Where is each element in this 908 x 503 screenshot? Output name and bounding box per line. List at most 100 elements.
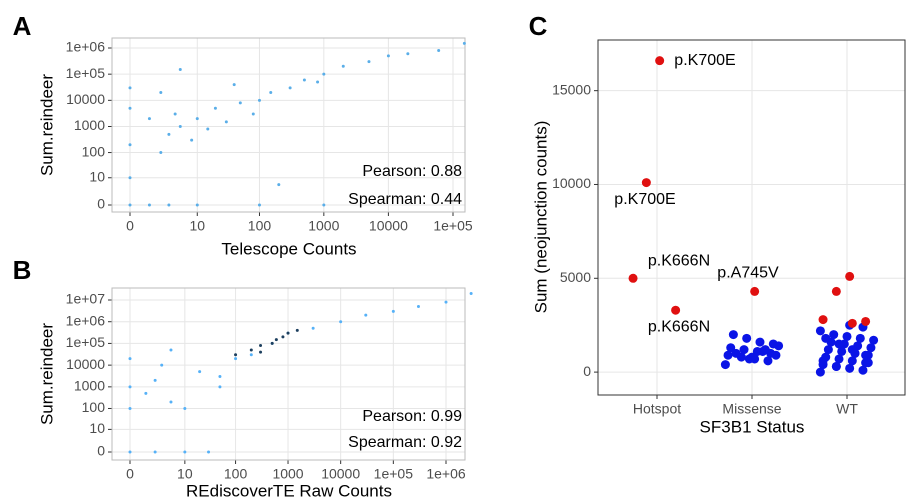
point [169,400,173,404]
point-label: p.K666N [648,318,710,335]
x-tick-label: 0 [126,466,134,482]
point [257,203,261,207]
panel: C 0 5000 10000 15000 Hotspot Missense WT p.K700E… [529,11,906,436]
point [760,345,770,355]
point [731,348,741,358]
point [655,56,665,66]
annotation: Spearman: 0.92 [348,434,462,451]
panel-label: B [13,255,32,285]
point [218,385,222,389]
point [842,331,852,341]
point [364,313,368,317]
x-tick-label: 1e+05 [374,466,414,482]
point [341,64,345,68]
point [818,356,828,366]
point [251,112,255,116]
point [858,365,868,375]
x-tick-label: Missense [722,401,781,417]
point [850,348,860,358]
point [144,391,148,395]
x-axis-title: REdiscoverTE Raw Counts [186,481,392,500]
y-tick-label: 1e+05 [66,334,106,350]
point [128,385,132,389]
point [834,354,844,364]
point [249,348,253,352]
point [153,450,157,454]
point [234,357,238,361]
point [128,450,132,454]
point [367,60,371,64]
point [195,117,199,121]
x-tick-label: WT [836,401,858,417]
point [259,344,263,348]
point [821,333,831,343]
y-tick-label: 100 [82,399,106,415]
point [207,450,211,454]
point [847,356,857,366]
point [834,339,844,349]
y-tick-label: 10000 [552,175,591,191]
point [742,333,752,343]
point [829,330,839,340]
x-tick-label: 10 [189,218,205,234]
point [861,350,871,360]
x-tick-label: 1000 [272,466,303,482]
point [755,337,765,347]
point [183,450,187,454]
point [128,357,132,361]
point [232,83,236,87]
point [238,101,242,105]
point [847,318,857,328]
point [270,341,274,345]
point [128,86,132,90]
point [128,106,132,110]
point [726,343,736,353]
point [444,300,448,304]
point [257,98,261,102]
point-label: p.K700E [674,52,735,69]
x-tick-label: 0 [126,218,134,234]
point [823,345,833,355]
x-tick-label: 10000 [369,218,408,234]
y-axis-title: Sum.reindeer [37,74,56,176]
point [195,203,199,207]
point [274,338,278,342]
point [863,358,873,368]
point [641,178,651,188]
point [286,331,290,335]
panel-border [597,39,906,396]
point [183,406,187,410]
y-tick-label: 1000 [74,117,105,133]
point [406,52,410,56]
point [295,328,299,332]
x-tick-label: Hotspot [633,401,681,417]
point [128,143,132,147]
y-tick-label: 0 [583,363,591,379]
y-tick-label: 1e+06 [66,312,106,328]
point [311,326,315,330]
y-tick-label: 15000 [552,81,591,97]
point [774,341,784,351]
point [218,374,222,378]
y-tick-label: 1e+05 [66,65,106,81]
panel-border [111,287,466,461]
point [178,68,182,72]
point [831,286,841,296]
point [198,370,202,374]
panel-border [111,37,466,213]
y-tick-label: 10000 [66,356,105,372]
point [147,203,151,207]
x-tick-label: 10 [177,466,193,482]
point [763,356,773,366]
x-axis-title: SF3B1 Status [700,417,805,436]
y-tick-label: 100 [82,143,106,159]
annotation: Pearson: 0.88 [362,163,462,180]
point [391,309,395,313]
point [234,353,238,357]
y-axis-title: Sum.reindeer [37,323,56,425]
panel: A 0 10 100 1000 10000 1e+05 1e+06 0 10 100 1000 1000… [13,11,473,259]
point [837,346,847,356]
point [720,360,730,370]
point [224,120,228,124]
